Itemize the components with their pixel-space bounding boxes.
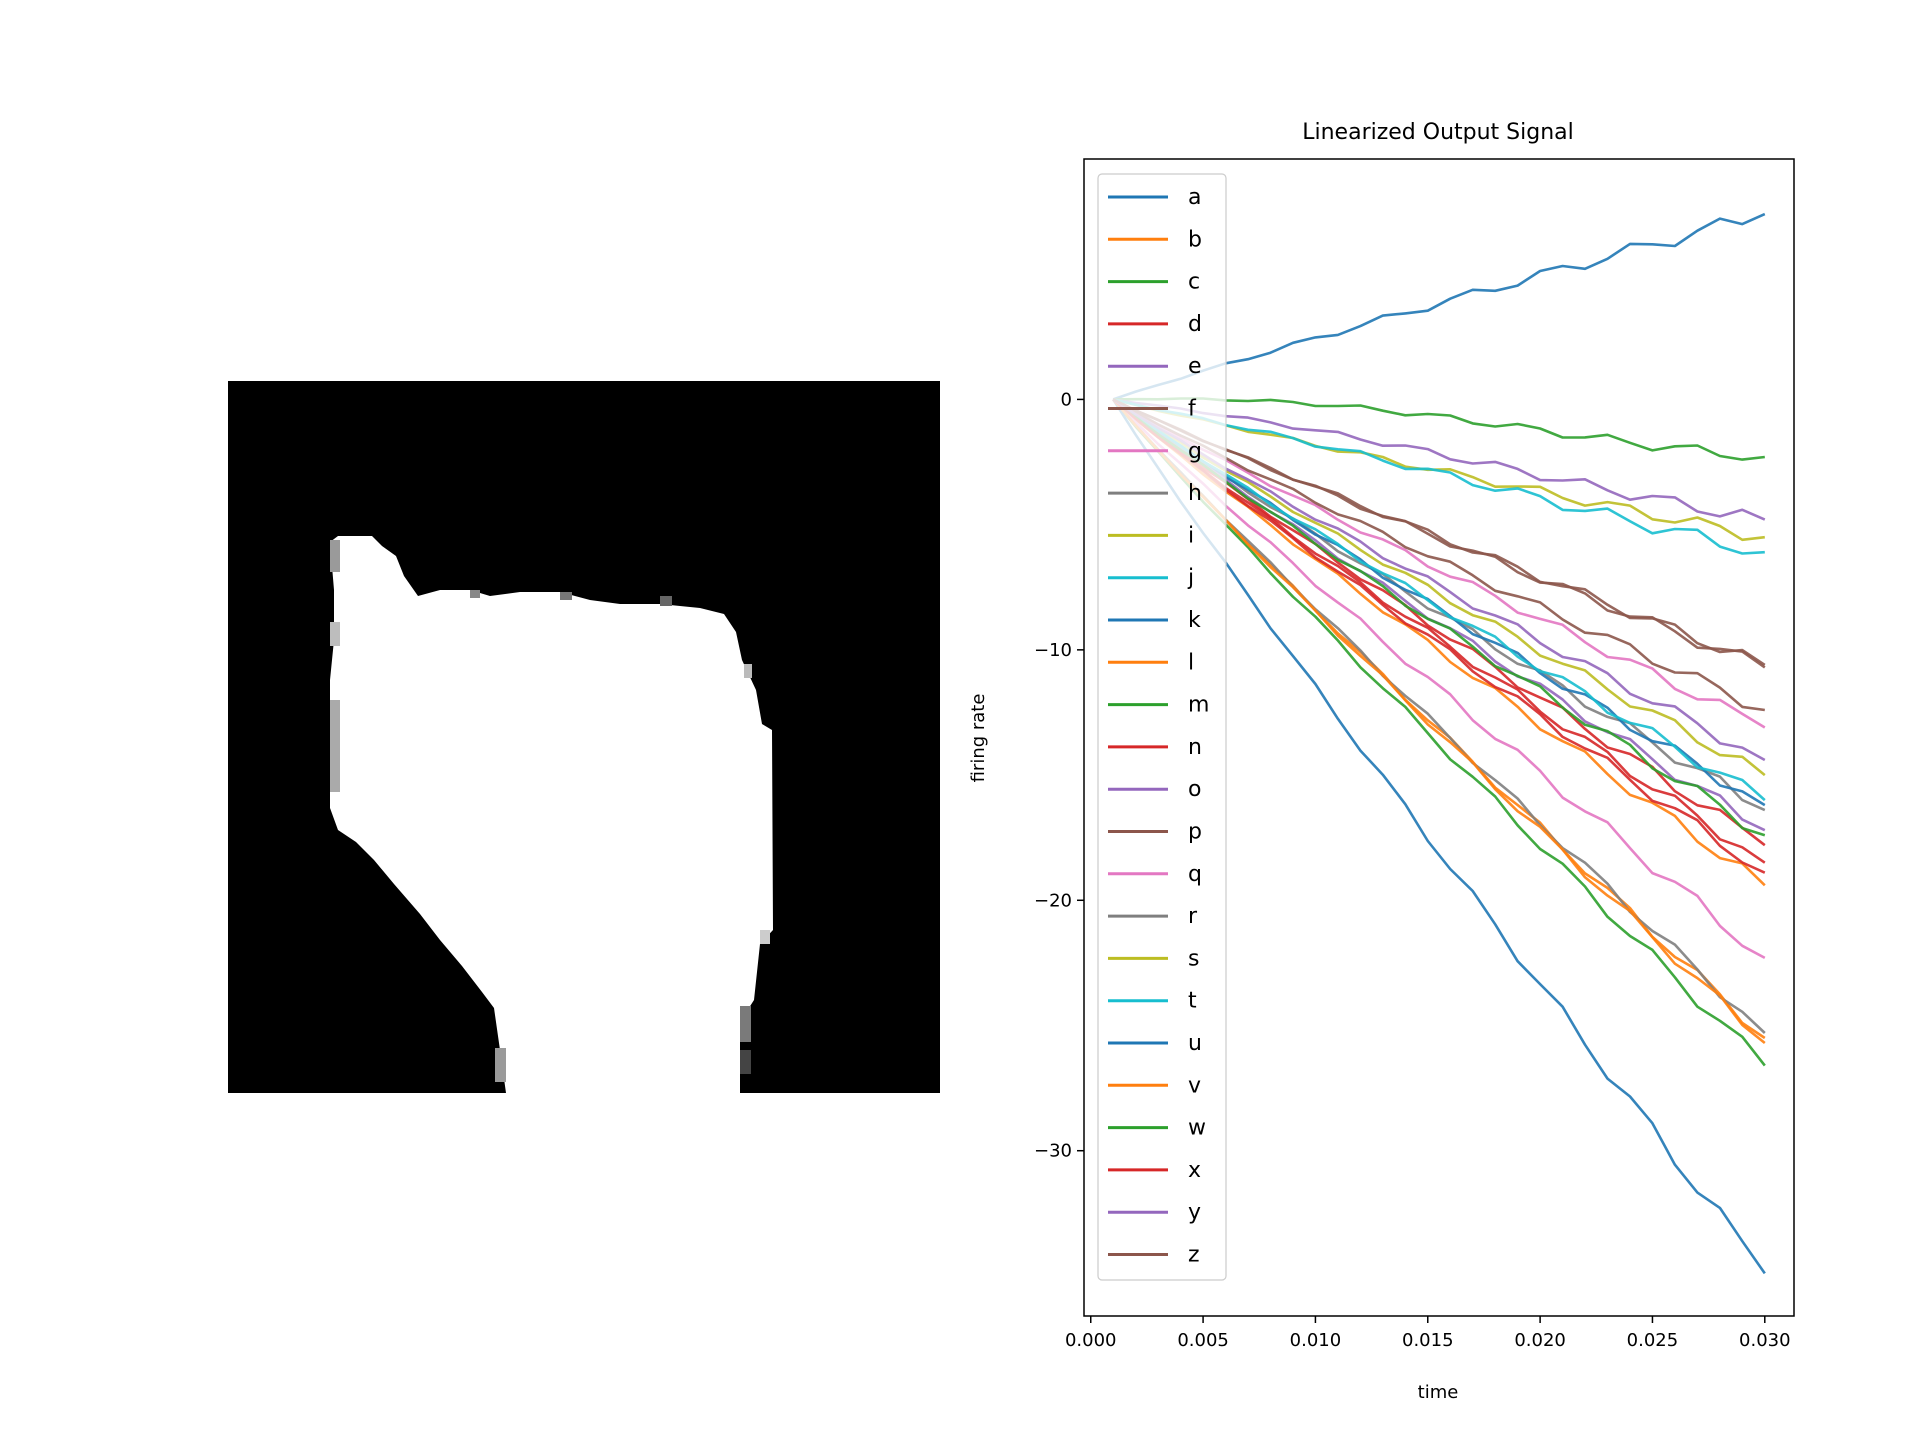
silhouette-shape	[330, 536, 773, 1093]
legend-label-u: u	[1188, 1031, 1202, 1056]
legend-label-c: c	[1188, 270, 1200, 295]
x-axis-label: time	[1418, 1382, 1459, 1403]
legend-label-v: v	[1188, 1073, 1201, 1098]
y-tick-label: −10	[1034, 640, 1072, 661]
y-tick-label: 0	[1061, 389, 1072, 410]
legend-box	[1097, 173, 1227, 1281]
legend-label-n: n	[1188, 735, 1202, 760]
x-tick-label: 0.000	[1065, 1330, 1117, 1351]
legend-label-d: d	[1188, 312, 1202, 337]
legend-label-r: r	[1188, 904, 1198, 929]
legend-label-w: w	[1188, 1116, 1206, 1141]
x-tick-label: 0.015	[1402, 1330, 1454, 1351]
y-tick-label: −30	[1034, 1141, 1072, 1162]
legend-label-q: q	[1188, 862, 1202, 887]
silhouette-edge-pixels	[330, 540, 770, 1082]
legend-label-e: e	[1188, 354, 1202, 379]
legend-label-z: z	[1188, 1243, 1200, 1268]
legend-label-g: g	[1188, 439, 1202, 464]
legend-label-t: t	[1188, 989, 1197, 1014]
x-axis: 0.000 0.005 0.010 0.015 0.020 0.025 0.030	[1065, 1316, 1791, 1351]
x-tick-label: 0.010	[1290, 1330, 1342, 1351]
legend-label-b: b	[1188, 227, 1202, 252]
legend-label-i: i	[1188, 523, 1194, 548]
chart-title: Linearized Output Signal	[1302, 120, 1574, 145]
legend-label-j: j	[1187, 566, 1194, 591]
y-tick-label: −20	[1034, 890, 1072, 911]
legend-label-m: m	[1188, 693, 1209, 718]
legend-label-h: h	[1188, 481, 1202, 506]
legend-label-s: s	[1188, 946, 1199, 971]
legend-label-x: x	[1188, 1158, 1201, 1183]
legend-label-a: a	[1188, 185, 1201, 210]
x-tick-label: 0.030	[1739, 1330, 1791, 1351]
y-axis-label: firing rate	[968, 694, 989, 783]
legend-label-o: o	[1188, 777, 1201, 802]
x-tick-label: 0.025	[1627, 1330, 1679, 1351]
legend-label-f: f	[1188, 397, 1197, 422]
silhouette-image	[228, 381, 940, 1093]
legend-label-l: l	[1188, 650, 1194, 675]
x-tick-label: 0.005	[1177, 1330, 1229, 1351]
y-axis: 0 −10 −20 −30	[1034, 389, 1084, 1162]
legend-label-p: p	[1188, 820, 1202, 845]
plot-frame	[1083, 158, 1795, 1317]
legend-label-k: k	[1188, 608, 1201, 633]
legend-label-y: y	[1188, 1200, 1201, 1225]
chart: Linearized Output Signal 0.000 0.005 0.010…	[968, 120, 1795, 1403]
x-tick-label: 0.020	[1514, 1330, 1566, 1351]
